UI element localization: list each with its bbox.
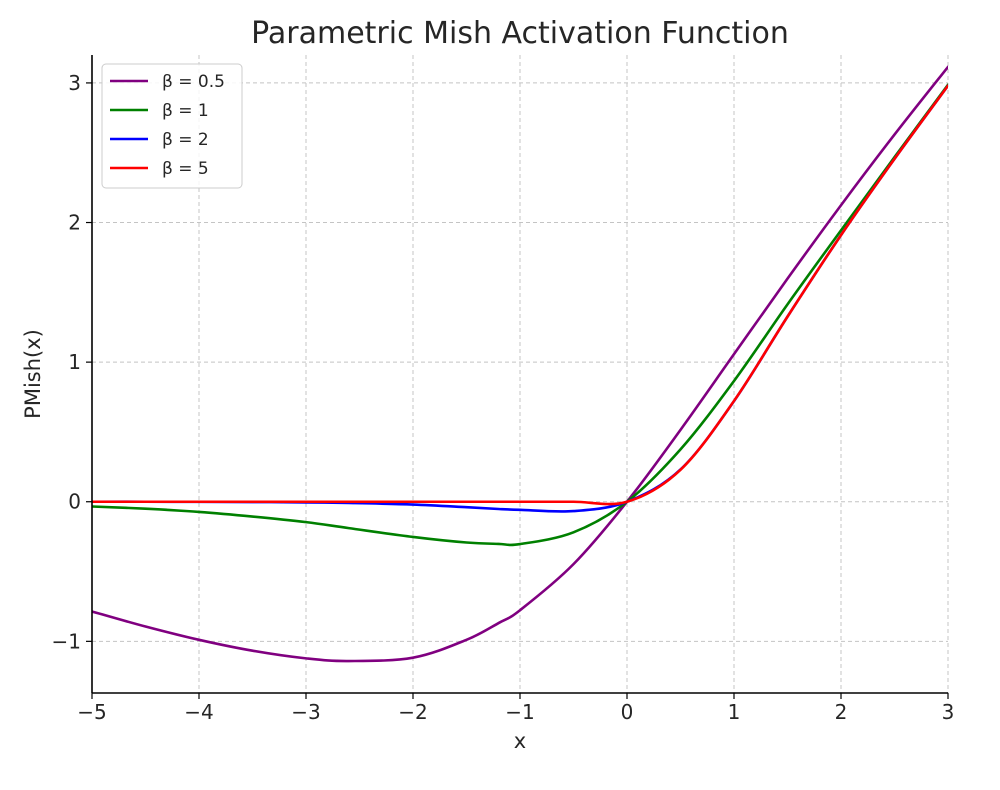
series-line-2 xyxy=(92,83,948,547)
x-tick-label: −4 xyxy=(184,700,213,724)
series-line-1 xyxy=(92,65,948,663)
x-tick-label: −1 xyxy=(505,700,534,724)
x-tick-label: 3 xyxy=(942,700,955,724)
chart-title: Parametric Mish Activation Function xyxy=(251,16,789,51)
series-line-4 xyxy=(92,84,948,506)
legend-label-3: β = 2 xyxy=(162,130,209,150)
y-axis-ticks: −1 0 1 2 3 xyxy=(52,71,92,653)
x-tick-label: 2 xyxy=(835,700,848,724)
x-axis-label: x xyxy=(514,729,526,753)
x-tick-label: 0 xyxy=(621,700,634,724)
y-tick-label: 0 xyxy=(68,490,81,514)
legend-label-2: β = 1 xyxy=(162,101,209,121)
x-tick-label: −2 xyxy=(398,700,427,724)
legend-label-1: β = 0.5 xyxy=(162,72,225,92)
y-tick-label: 3 xyxy=(68,71,81,95)
y-axis-label: PMish(x) xyxy=(21,329,45,419)
y-tick-label: 1 xyxy=(68,350,81,374)
series-lines xyxy=(92,65,948,663)
x-tick-label: −5 xyxy=(77,700,106,724)
legend-frame xyxy=(101,63,243,189)
legend-label-4: β = 5 xyxy=(162,159,209,179)
y-tick-label: −1 xyxy=(52,629,81,653)
y-tick-label: 2 xyxy=(68,211,81,235)
legend: β = 0.5 β = 1 β = 2 β = 5 xyxy=(101,63,243,189)
x-axis-ticks: −5 −4 −3 −2 −1 0 1 2 3 xyxy=(77,693,954,724)
x-tick-label: 1 xyxy=(728,700,741,724)
x-tick-label: −3 xyxy=(291,700,320,724)
